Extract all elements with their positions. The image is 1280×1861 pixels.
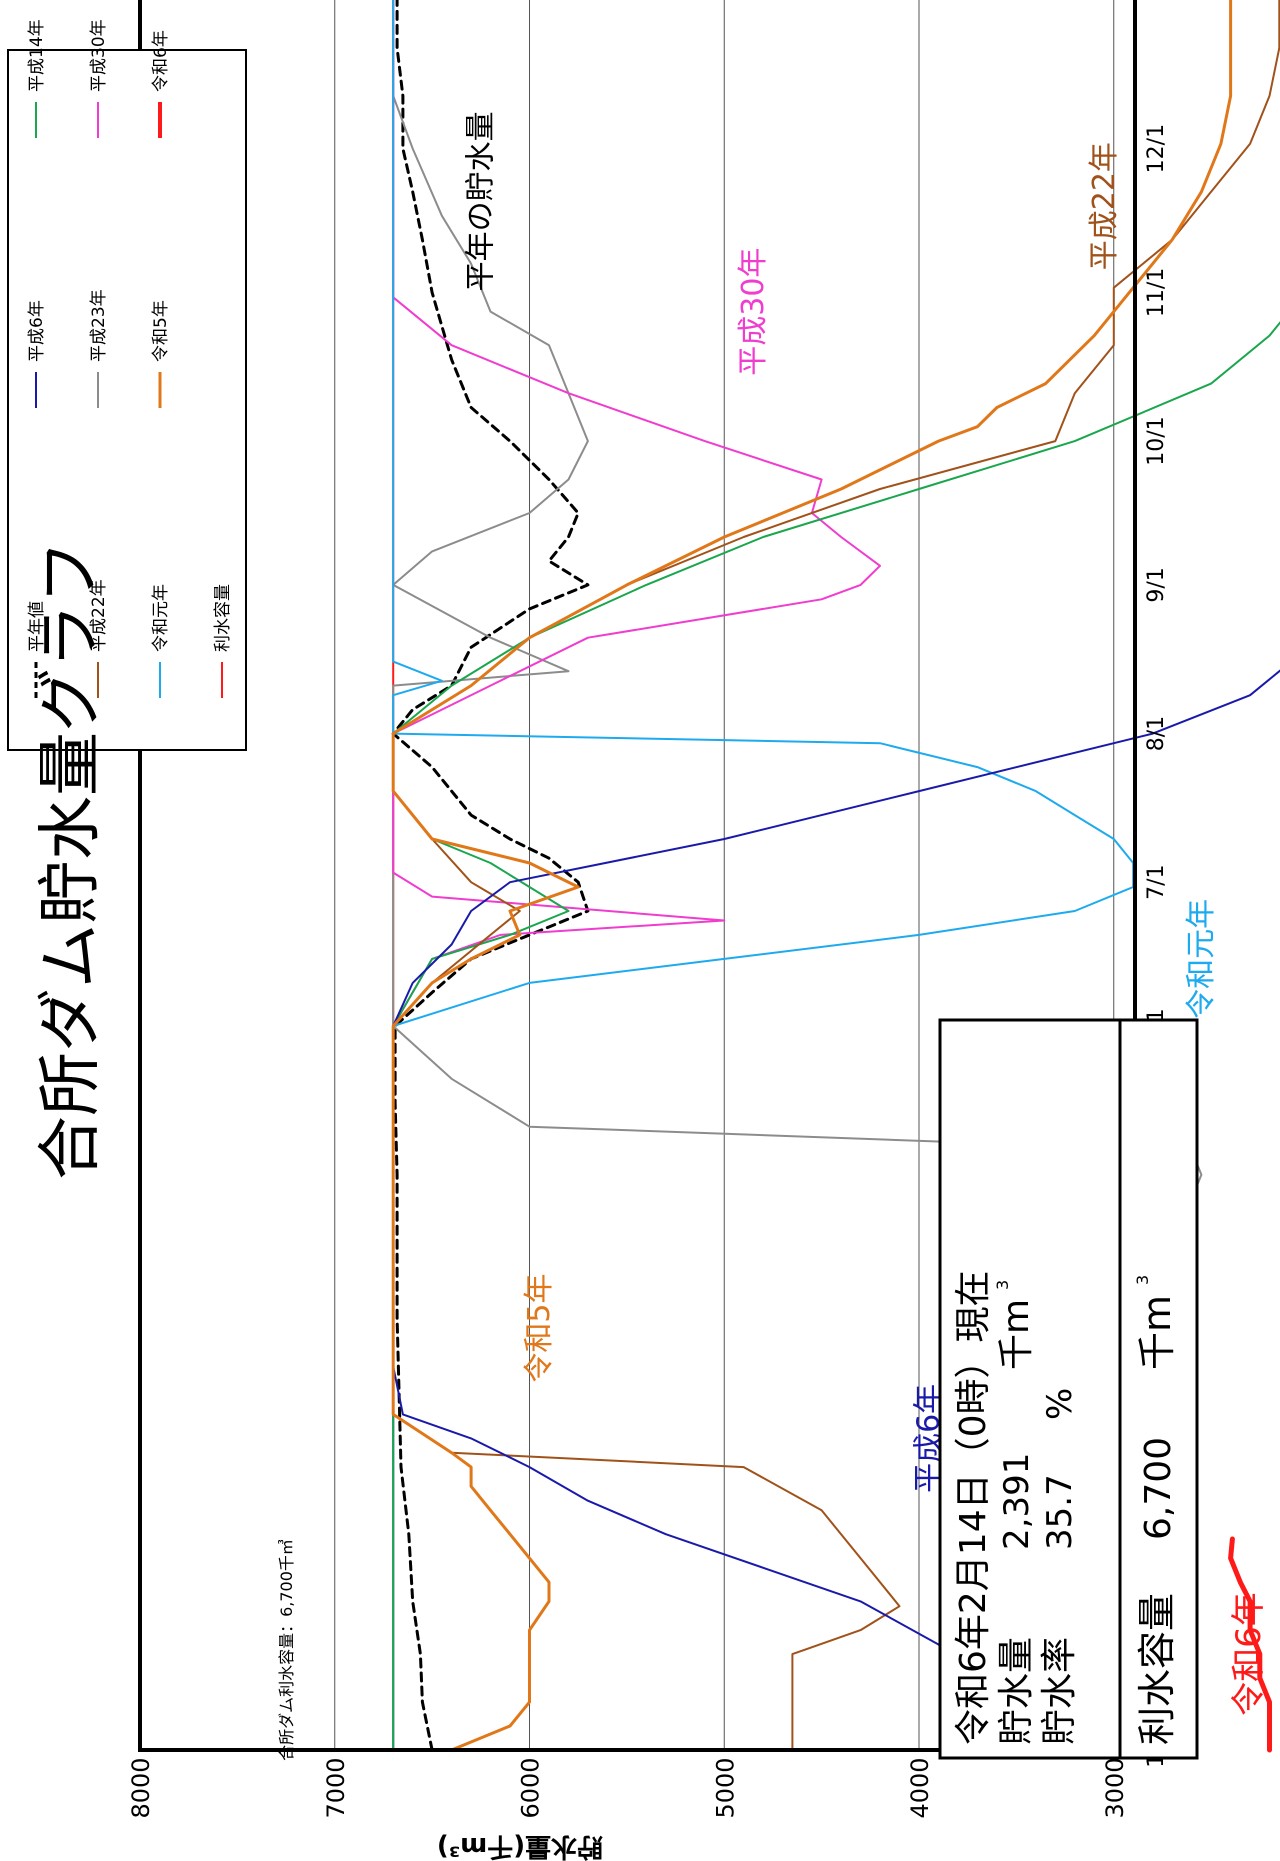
info-rate-value: 35.7 bbox=[1040, 1474, 1080, 1550]
series-line-r6 bbox=[1228, 1536, 1272, 1753]
annotation-r6: 令和6年 bbox=[1229, 1592, 1269, 1716]
y-tick-label: 3000 bbox=[1101, 1757, 1129, 1818]
x-tick-label: 9/1 bbox=[1144, 567, 1169, 602]
legend-label-h14: 平成14年 bbox=[27, 19, 47, 92]
legend-label-h23: 平成23年 bbox=[89, 289, 109, 362]
legend-label-r1: 令和元年 bbox=[151, 584, 171, 652]
annotation-h22: 平成22年 bbox=[1087, 142, 1122, 270]
annotation-r1: 令和元年 bbox=[1184, 899, 1219, 1019]
info-capacity-label: 利水容量 bbox=[1135, 1593, 1179, 1745]
info-rate-unit: % bbox=[1040, 1388, 1080, 1420]
x-tick-label: 7/1 bbox=[1144, 864, 1169, 899]
info-date: 令和6年2月14日（0時）現在 bbox=[953, 1270, 994, 1745]
info-storage-label: 貯水量 bbox=[996, 1637, 1037, 1745]
info-capacity-unit: 千m bbox=[1135, 1295, 1179, 1370]
y-tick-label: 8000 bbox=[127, 1757, 155, 1818]
info-rate-label: 貯水率 bbox=[1039, 1637, 1080, 1745]
series-line-h6 bbox=[392, 669, 1280, 1751]
annotation-normal: 平年の貯水量 bbox=[464, 111, 499, 291]
series-line-r5 bbox=[391, 0, 1233, 1752]
legend-label-r6: 令和6年 bbox=[151, 30, 171, 92]
info-box: 令和6年2月14日（0時）現在 貯水量 2,391 千m 3 貯水率 35.7% 利水容量 6,… bbox=[938, 1018, 1199, 1760]
series-line-normal bbox=[391, 0, 590, 1752]
chart-title: 合所ダム貯水量グラフ bbox=[34, 540, 108, 1180]
legend-label-normal: 平年値 bbox=[27, 601, 47, 652]
y-tick-label: 6000 bbox=[517, 1757, 545, 1818]
plot-frame bbox=[138, 0, 1137, 1752]
x-tick-label: 11/1 bbox=[1144, 268, 1169, 317]
x-tick-label: 12/1 bbox=[1144, 124, 1169, 173]
y-tick-label: 5000 bbox=[711, 1757, 739, 1818]
x-tick-label: 8/1 bbox=[1144, 716, 1169, 751]
y-axis-label: 貯水量(千m³) bbox=[437, 1831, 603, 1861]
legend-box bbox=[7, 49, 247, 751]
y-tick-label: 7000 bbox=[322, 1757, 350, 1818]
info-box-frame bbox=[938, 1018, 1199, 1760]
series-line-h30 bbox=[392, 0, 881, 1751]
capacity-annotation: 合所ダム利水容量：6,700千㎥ bbox=[277, 1539, 296, 1761]
info-storage-value: 2,391 bbox=[997, 1453, 1037, 1550]
legend-label-h6: 平成6年 bbox=[27, 300, 47, 362]
y-tick-label: 4000 bbox=[906, 1757, 934, 1818]
annotation-r5: 令和5年 bbox=[522, 1274, 557, 1383]
legend-label-h30: 平成30年 bbox=[89, 19, 109, 92]
legend-label-r5: 令和5年 bbox=[151, 300, 171, 362]
info-storage-unit-sup: 3 bbox=[993, 1280, 1012, 1290]
annotation-h30: 平成30年 bbox=[736, 248, 771, 376]
legend-label-h22: 平成22年 bbox=[89, 579, 109, 652]
plot-border bbox=[138, 0, 1137, 1752]
series-line-r1 bbox=[392, 0, 1135, 1751]
x-tick-label: 10/1 bbox=[1144, 416, 1169, 465]
info-storage-unit: 千m bbox=[996, 1299, 1037, 1370]
info-capacity-unit-sup: 3 bbox=[1133, 1275, 1152, 1285]
legend-label-cap: 利水容量 bbox=[213, 584, 233, 652]
info-capacity-value: 6,700 bbox=[1138, 1437, 1179, 1540]
